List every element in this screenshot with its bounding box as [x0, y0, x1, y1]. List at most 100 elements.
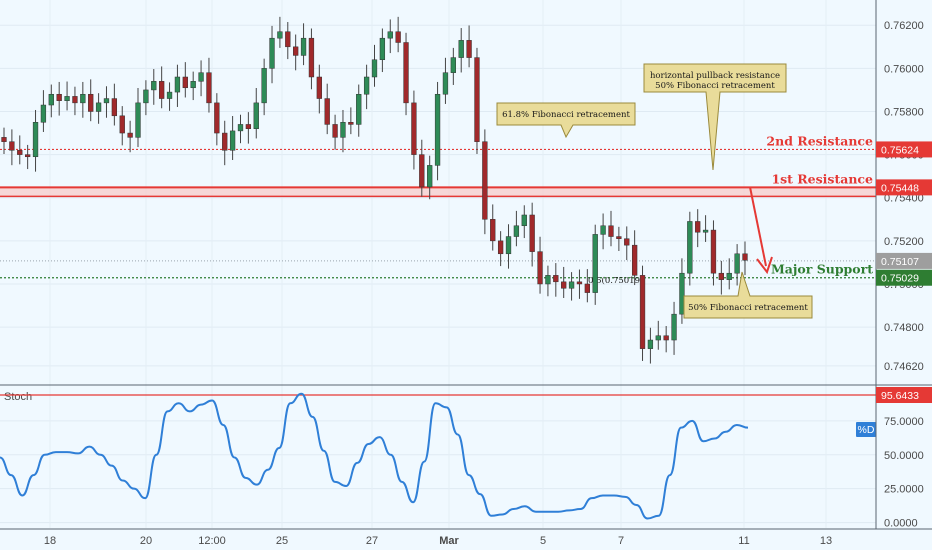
annotations: 61.8% Fibonacci retracement horizontal pu…	[496, 63, 813, 319]
osc-tick-label: 50.0000	[884, 450, 924, 462]
price-tag	[876, 269, 932, 286]
candle-body	[356, 93, 362, 125]
candle-body	[348, 122, 354, 125]
candle-body	[458, 40, 464, 58]
candle-body	[1, 137, 7, 142]
candle-body	[261, 68, 267, 104]
series-badge	[856, 422, 876, 437]
candle-body	[190, 81, 196, 89]
candle-body	[40, 104, 47, 123]
candle-body	[237, 124, 244, 132]
fib50-callout-text: 50% Fibonacci retracement	[688, 303, 808, 313]
candle-body	[505, 236, 512, 255]
candle-body	[300, 37, 307, 56]
candle-body	[316, 76, 322, 99]
forecast-arrowhead	[756, 256, 773, 275]
candle-body	[726, 272, 732, 280]
candle-body	[545, 275, 551, 285]
candle-body	[434, 93, 441, 166]
candle-body	[663, 335, 669, 341]
candlestick-series	[1, 16, 748, 364]
candle-body	[48, 93, 54, 106]
y-tick-label: 0.76000	[884, 63, 924, 75]
price-tag	[876, 141, 932, 158]
level-label: Major Support	[771, 262, 873, 277]
candle-body	[529, 214, 535, 252]
candle-body	[166, 91, 173, 99]
level-label: 1st Resistance	[771, 171, 873, 186]
x-tick-label: Mar	[439, 535, 459, 547]
candle-body	[56, 93, 62, 101]
stochastic-panel: Stoch %D	[0, 391, 876, 520]
candle-body	[363, 76, 370, 95]
y-tick-label: 0.74800	[884, 322, 924, 334]
candle-body	[718, 272, 725, 280]
x-tick-label: 11	[738, 535, 749, 547]
candle-body	[710, 229, 717, 274]
candle-body	[182, 76, 188, 89]
candle-body	[159, 81, 165, 99]
candle-body	[222, 132, 228, 151]
candle-body	[371, 59, 378, 78]
candle-body	[214, 102, 220, 134]
price-tag-label: 0.75448	[881, 182, 919, 194]
fib618-callout-box	[496, 102, 636, 139]
price-tags: 0.75624 0.75448 0.75029 0.75107 95.6433	[876, 141, 932, 403]
candle-body	[24, 154, 31, 158]
price-tag	[876, 179, 932, 196]
candle-body	[624, 238, 630, 246]
y-tick-label: 0.75200	[884, 236, 924, 248]
candle-body	[655, 335, 661, 341]
candle-body	[742, 253, 748, 261]
candle-body	[576, 281, 583, 285]
last-price-tag-label: 0.75107	[881, 256, 919, 268]
price-tag-label: 0.75029	[881, 273, 919, 285]
candle-body	[340, 122, 346, 138]
candle-body	[32, 122, 39, 158]
fib618-callout-text: 61.8% Fibonacci retracement	[502, 110, 630, 120]
candle-body	[387, 31, 393, 39]
level-label: 2nd Resistance	[766, 133, 873, 148]
candle-body	[127, 132, 133, 138]
x-tick-label: 18	[44, 535, 56, 547]
candle-body	[253, 102, 259, 129]
candle-body	[466, 40, 472, 58]
candle-body	[269, 37, 275, 69]
candle-body	[206, 72, 212, 104]
candle-body	[482, 141, 488, 220]
candle-body	[80, 93, 86, 104]
candle-body	[600, 225, 606, 235]
candle-body	[245, 124, 252, 129]
oscillator-line	[0, 392, 749, 520]
candle-body	[702, 229, 709, 233]
oscillator-level-tag	[876, 387, 932, 403]
resistance-band	[0, 186, 876, 197]
series-badge-label: %D	[858, 424, 875, 436]
y-tick-label: 0.76200	[884, 20, 924, 32]
candle-body	[103, 98, 110, 104]
candle-body	[639, 275, 646, 349]
candle-body	[135, 102, 141, 138]
pullback-callout-box	[643, 63, 787, 171]
candle-body	[379, 37, 386, 60]
x-tick-label: 25	[276, 535, 288, 547]
candle-body	[616, 236, 622, 239]
candle-body	[17, 150, 23, 155]
candle-body	[450, 57, 456, 73]
candle-body	[9, 141, 15, 151]
candle-body	[553, 275, 559, 283]
x-tick-label: 20	[140, 535, 152, 547]
osc-tick-label: 0.0000	[884, 518, 918, 530]
candle-body	[521, 214, 527, 227]
candle-body	[277, 31, 283, 39]
candle-body	[631, 244, 638, 276]
last-price-tag	[876, 252, 932, 269]
candle-body	[490, 219, 496, 242]
candle-body	[174, 76, 181, 93]
candle-body	[198, 72, 204, 82]
x-tick-label: 7	[618, 535, 624, 547]
y-tick-label: 0.75800	[884, 106, 924, 118]
candle-body	[671, 313, 677, 341]
candle-body	[143, 89, 149, 104]
